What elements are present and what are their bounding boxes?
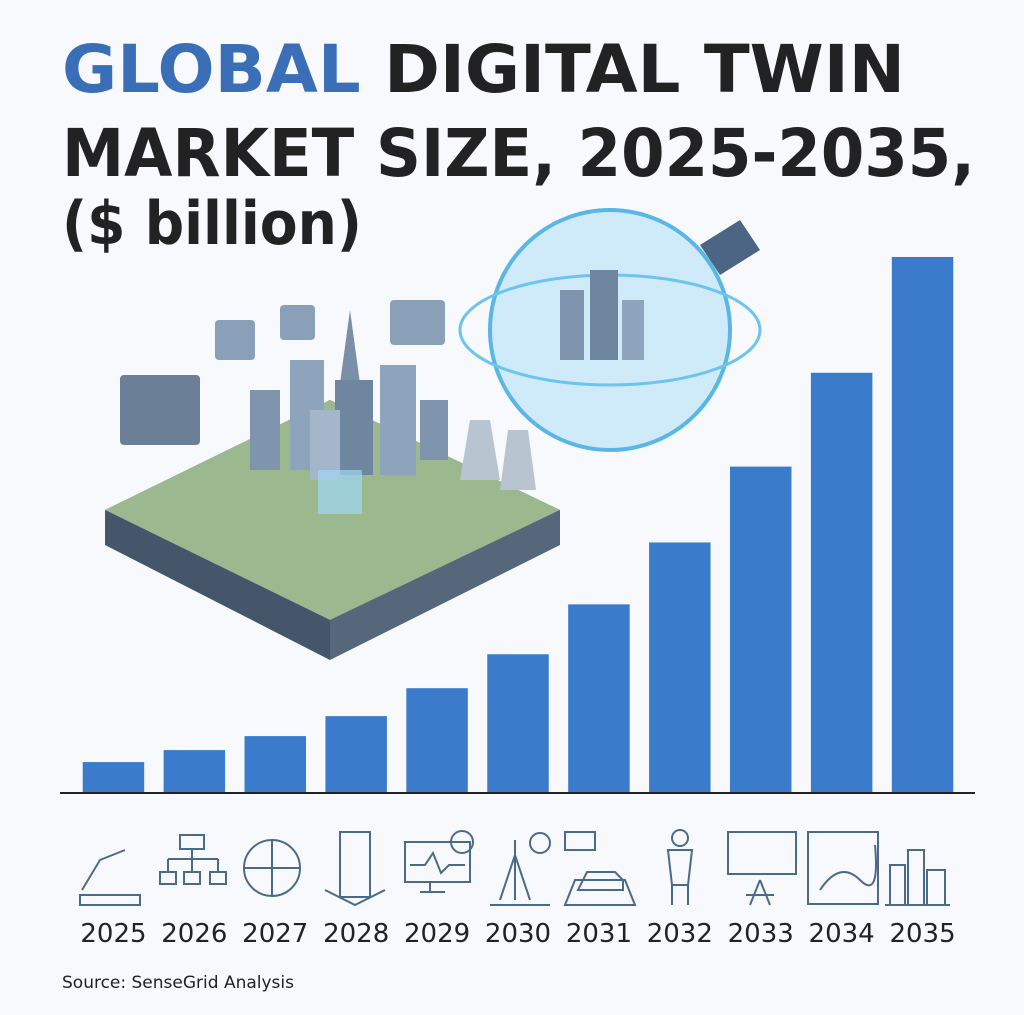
x-tick-label: 2029 <box>404 919 470 949</box>
icon-globe <box>243 839 301 897</box>
title: DIGITAL TWIN <box>384 31 905 108</box>
icon-map <box>807 831 879 905</box>
bar <box>810 372 873 792</box>
x-tick-label: 2027 <box>242 919 308 949</box>
icon-monitor <box>404 830 474 893</box>
bar <box>568 604 630 792</box>
year-icons <box>79 829 950 907</box>
x-tick-label: 2033 <box>728 919 794 949</box>
icon-wind <box>490 832 551 906</box>
x-tick-label: 2025 <box>80 919 146 949</box>
x-tick-label: 2034 <box>809 919 875 949</box>
title-line1: GLOBAL DIGITAL TWIN <box>62 31 905 108</box>
icon-city <box>885 849 950 906</box>
bar <box>244 736 307 792</box>
icon-car <box>563 831 637 906</box>
title-line2: MARKET SIZE, 2025-2035, <box>62 115 975 192</box>
bar <box>163 750 226 792</box>
x-tick-label: 2030 <box>485 919 551 949</box>
icon-building <box>324 831 386 907</box>
bar <box>325 716 387 792</box>
subtitle: ($ billion) <box>62 189 362 259</box>
bar <box>487 654 549 792</box>
x-tick-label: 2032 <box>647 919 713 949</box>
x-tick-label: 2026 <box>161 919 227 949</box>
x-tick-label: 2035 <box>889 919 955 949</box>
source: Source: SenseGrid Analysis <box>62 973 294 993</box>
x-tick-label: 2031 <box>566 919 632 949</box>
icon-robot-arm <box>79 849 141 906</box>
icon-person <box>666 829 694 905</box>
city-illustration <box>105 208 762 660</box>
title-highlight: GLOBAL <box>62 31 361 108</box>
icon-network <box>159 834 227 885</box>
x-tick-label: 2028 <box>323 919 389 949</box>
icon-dashboard <box>727 831 797 906</box>
bar <box>891 256 954 793</box>
bar <box>729 466 792 792</box>
bar <box>406 688 468 792</box>
bar <box>649 542 711 792</box>
bar <box>82 762 145 792</box>
